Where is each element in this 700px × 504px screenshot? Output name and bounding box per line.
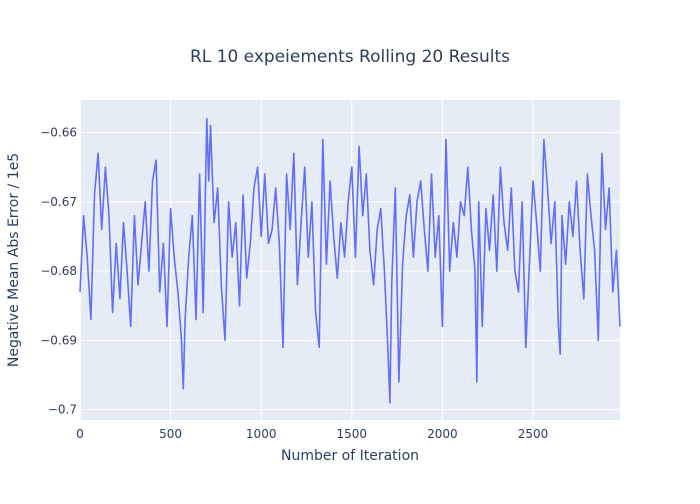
series-layer — [79, 117, 621, 404]
y-axis-label: Negative Mean Abs Error / 1e5 — [6, 153, 22, 367]
y-tick-label: −0.68 — [40, 264, 77, 278]
y-axis-ticks: −0.66 −0.67 −0.68 −0.69 −0.7 — [40, 126, 77, 417]
x-tick-label: 1000 — [246, 427, 277, 441]
series-line — [79, 117, 621, 404]
x-tick-label: 500 — [159, 427, 182, 441]
chart-title: RL 10 expeiements Rolling 20 Results — [190, 47, 510, 67]
x-tick-label: 1500 — [337, 427, 368, 441]
y-tick-label: −0.69 — [40, 333, 77, 347]
y-tick-label: −0.7 — [48, 403, 77, 417]
grid-lines — [79, 100, 620, 420]
x-axis-label: Number of Iteration — [281, 448, 419, 464]
x-tick-label: 2500 — [518, 427, 549, 441]
x-tick-label: 0 — [76, 427, 84, 441]
x-tick-label: 2000 — [427, 427, 458, 441]
y-tick-label: −0.67 — [40, 195, 77, 209]
x-axis-ticks: 0 500 1000 1500 2000 2500 — [76, 427, 548, 441]
y-tick-label: −0.66 — [40, 126, 77, 140]
